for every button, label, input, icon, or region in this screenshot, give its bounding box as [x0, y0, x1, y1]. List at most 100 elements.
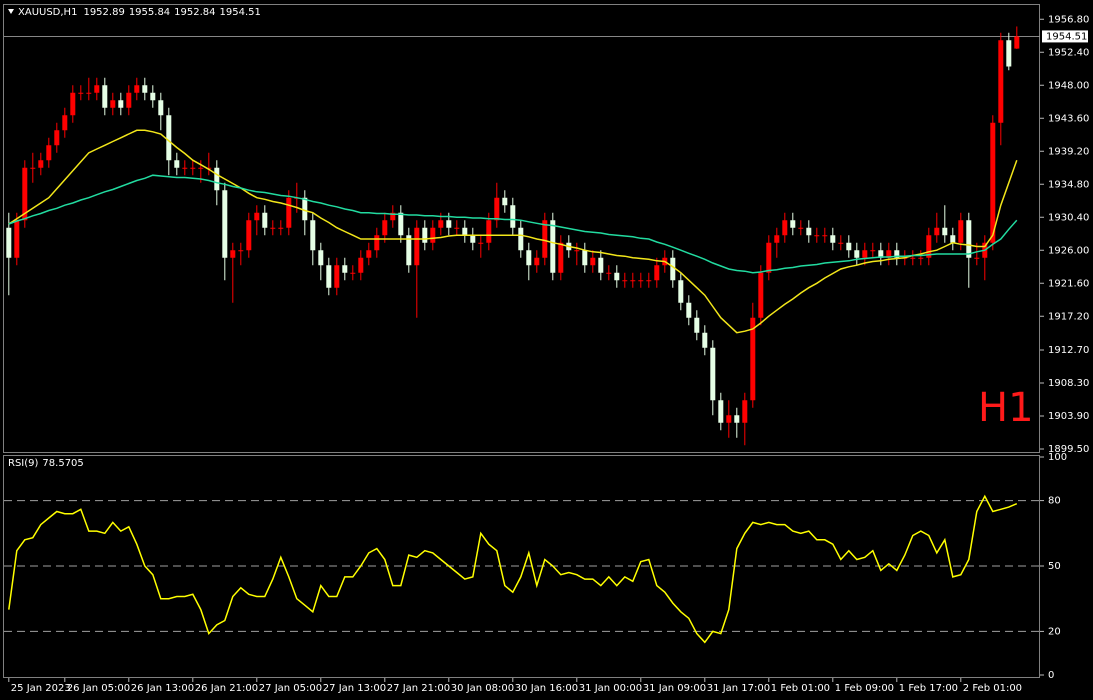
candle-body — [958, 220, 964, 243]
y-tick-label: 1908.30 — [1048, 378, 1089, 389]
candle-body — [150, 92, 156, 101]
close: 1954.51 — [220, 7, 261, 18]
candle-body — [230, 250, 236, 258]
line — [8, 174, 1018, 274]
candle-body — [790, 220, 796, 228]
candle-body — [262, 212, 268, 228]
candle-body — [126, 92, 132, 108]
candle-body — [142, 85, 148, 93]
candle-body — [102, 85, 108, 108]
candle-body — [254, 212, 260, 221]
candle-body — [910, 257, 916, 259]
x-tick-label: 31 Jan 09:00 — [643, 683, 706, 694]
candle-body — [182, 167, 188, 169]
candle-body — [390, 212, 396, 221]
candle-body — [726, 415, 732, 423]
candle-body — [718, 400, 724, 423]
candle-body — [414, 227, 420, 266]
candle-body — [694, 317, 700, 333]
candle-body — [462, 227, 468, 236]
candle-body — [214, 167, 220, 191]
candle-body — [382, 220, 388, 236]
candle-body — [422, 227, 428, 243]
candle-body — [966, 220, 972, 258]
candle-body — [926, 235, 932, 258]
x-tick-label: 1 Feb 09:00 — [835, 683, 894, 694]
y-tick-label: 1903.90 — [1048, 411, 1089, 422]
candle-body — [430, 227, 436, 243]
candle-body — [478, 242, 484, 244]
candle-body — [1006, 40, 1012, 67]
y-tick-label: 1948.00 — [1048, 80, 1089, 91]
candle-body — [190, 167, 196, 169]
x-tick-label: 26 Jan 13:00 — [131, 683, 194, 694]
candle-body — [486, 220, 492, 243]
candle-body — [406, 235, 412, 266]
candle-body — [550, 220, 556, 273]
x-tick-label: 1 Feb 17:00 — [899, 683, 958, 694]
candle-body — [350, 272, 356, 274]
candle-body — [374, 235, 380, 251]
candle-body — [238, 250, 244, 252]
menu-triangle[interactable] — [8, 9, 14, 14]
candle-body — [838, 242, 844, 244]
candle-body — [870, 250, 876, 252]
symbol: XAUUSD,H1 — [18, 7, 77, 18]
candle-body — [614, 272, 620, 281]
line — [8, 494, 1018, 644]
y-tick-label: 1952.40 — [1048, 47, 1089, 58]
x-tick-label: 1 Feb 01:00 — [771, 683, 830, 694]
candle-body — [30, 167, 36, 169]
rsi-title: RSI(9) — [8, 458, 39, 469]
candle-body — [670, 257, 676, 281]
candle-body — [366, 250, 372, 258]
candle-body — [558, 242, 564, 273]
current-price-box — [1042, 30, 1088, 43]
candle-body — [950, 235, 956, 243]
candle-body — [854, 250, 860, 258]
candle-body — [46, 145, 52, 161]
low: 1952.84 — [174, 7, 215, 18]
chart-header: XAUUSD,H1 1952.89 1955.84 1952.84 1954.51 — [18, 7, 261, 18]
rsi-value: 78.5705 — [42, 458, 83, 469]
candle-body — [310, 220, 316, 251]
candle-body — [606, 272, 612, 274]
candle-body — [630, 280, 636, 282]
candle-body — [174, 160, 180, 168]
candle-body — [886, 250, 892, 258]
candle-body — [598, 257, 604, 273]
candle-body — [86, 92, 92, 94]
candle-body — [862, 250, 868, 258]
candle-body — [198, 167, 204, 169]
y-tick-label: 1939.20 — [1048, 146, 1089, 157]
y-tick-label: 1899.50 — [1048, 444, 1089, 455]
candle-body — [990, 122, 996, 243]
y-tick-label: 1926.00 — [1048, 245, 1089, 256]
candle-body — [766, 242, 772, 273]
candle-body — [974, 257, 980, 259]
candle-body — [62, 115, 68, 131]
candle-body — [678, 280, 684, 303]
candle-body — [734, 415, 740, 423]
y-tick-label: 1912.70 — [1048, 345, 1089, 356]
candle-body — [222, 190, 228, 258]
timeframe-annotation: H1 — [978, 385, 1034, 431]
candle-body — [582, 250, 588, 266]
candle-body — [622, 280, 628, 282]
candle-body — [830, 235, 836, 243]
y-tick-label: 20 — [1048, 626, 1061, 637]
x-tick-label: 31 Jan 17:00 — [707, 683, 770, 694]
candle-body — [342, 265, 348, 273]
candle-body — [894, 250, 900, 258]
x-tick-label: 27 Jan 13:00 — [323, 683, 386, 694]
y-tick-label: 1934.80 — [1048, 179, 1089, 190]
candle-body — [518, 227, 524, 251]
main-panel-frame — [3, 4, 1040, 453]
high: 1955.84 — [129, 7, 170, 18]
candle-body — [286, 197, 292, 228]
candle-body — [798, 227, 804, 229]
y-tick-label: 100 — [1048, 452, 1067, 463]
candle-body — [326, 265, 332, 288]
